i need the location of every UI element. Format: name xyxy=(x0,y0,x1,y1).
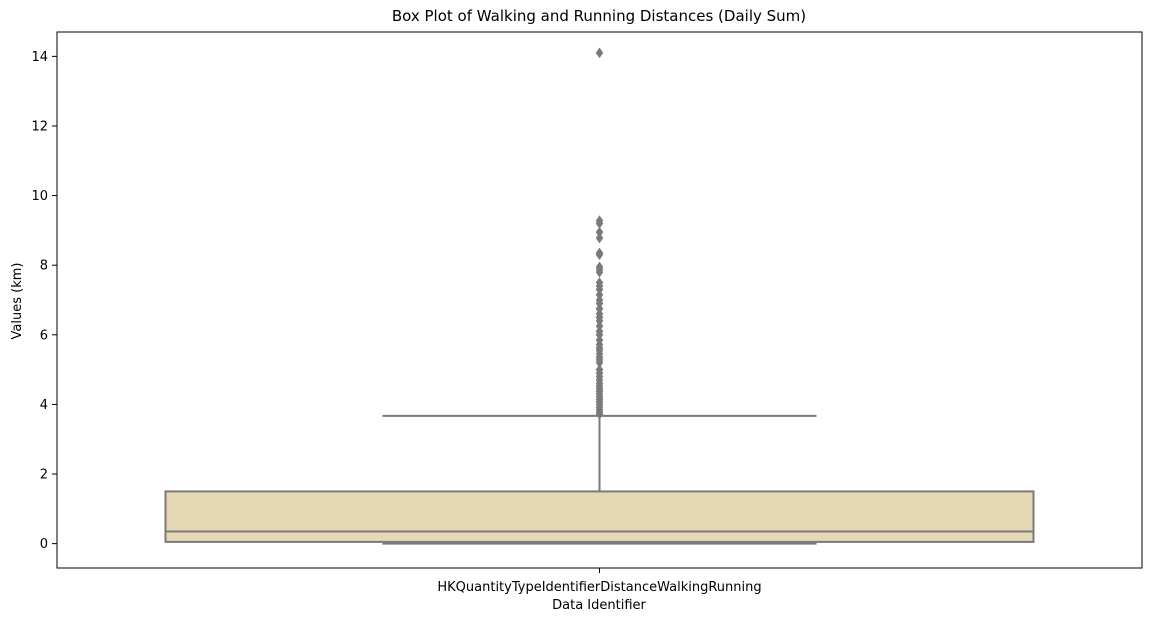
outlier-point xyxy=(595,232,604,244)
plot-area xyxy=(56,31,1143,569)
box-iqr xyxy=(164,490,1035,543)
y-tick-label: 14 xyxy=(31,50,48,65)
y-tick-label: 4 xyxy=(40,398,48,413)
y-tick-label: 12 xyxy=(31,119,48,134)
outlier-point xyxy=(595,261,604,273)
outlier-point xyxy=(595,364,604,376)
outlier-point xyxy=(595,47,604,59)
y-axis-label: Values (km) xyxy=(10,263,25,340)
x-axis-label: Data Identifier xyxy=(552,598,646,613)
x-tick-label: HKQuantityTypeIdentifierDistanceWalkingR… xyxy=(437,580,761,595)
outlier-point xyxy=(595,215,604,227)
y-tick-label: 0 xyxy=(40,537,48,552)
outlier-point xyxy=(595,226,604,238)
y-tick-label: 10 xyxy=(31,189,48,204)
y-tick-label: 8 xyxy=(40,259,48,274)
outlier-point xyxy=(595,277,604,289)
x-axis: HKQuantityTypeIdentifierDistanceWalkingR… xyxy=(437,568,762,595)
chart-title: Box Plot of Walking and Running Distance… xyxy=(392,7,806,25)
y-tick-label: 6 xyxy=(40,328,48,343)
outlier-point xyxy=(595,247,604,259)
y-axis: 0 2 4 6 8 10 12 14 xyxy=(31,50,57,552)
y-tick-label: 2 xyxy=(40,468,48,483)
